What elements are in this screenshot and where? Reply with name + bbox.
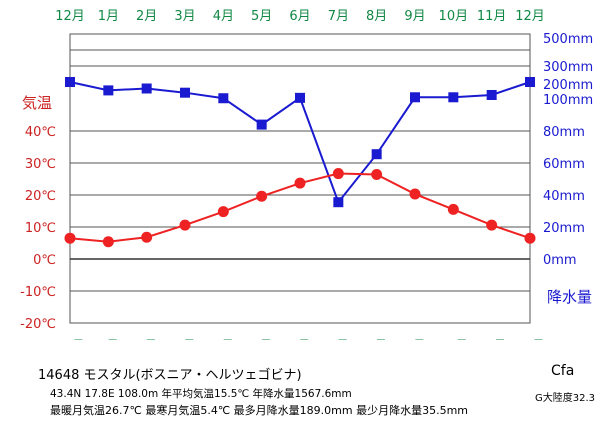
temperature-point bbox=[102, 236, 114, 248]
climate-class: Cfa bbox=[551, 363, 575, 379]
temperature-point bbox=[64, 232, 76, 244]
temperature-tick-label: -20℃ bbox=[20, 317, 56, 332]
precipitation-point bbox=[371, 149, 382, 160]
precipitation-point bbox=[333, 197, 344, 208]
month-label-bottom: 8月 bbox=[366, 339, 387, 340]
month-label-bottom: 9月 bbox=[404, 339, 425, 340]
precipitation-point bbox=[180, 87, 190, 98]
precipitation-point bbox=[525, 77, 535, 87]
month-label-bottom: 11月 bbox=[477, 339, 507, 340]
precipitation-tick-label: 60mm bbox=[543, 157, 585, 172]
temperature-point bbox=[256, 190, 268, 202]
station-detail-1: 43.4N 17.8E 108.0m 年平均気温15.5℃ 年降水量1567.6… bbox=[50, 388, 352, 400]
temperature-tick-label: -10℃ bbox=[20, 285, 56, 300]
temperature-point bbox=[294, 177, 306, 189]
month-label-bottom: 5月 bbox=[251, 339, 272, 340]
month-label-bottom: 12月 bbox=[515, 339, 545, 340]
precipitation-point bbox=[448, 92, 459, 103]
month-label-top: 2月 bbox=[136, 9, 157, 24]
precipitation-tick-label: 40mm bbox=[543, 189, 585, 204]
month-label-bottom: 3月 bbox=[174, 339, 195, 340]
month-labels-top: 12月 1月 2月 3月 4月 5月 6月 7月 8月 9月 10月 11月 12月 bbox=[55, 9, 545, 24]
month-label-top: 11月 bbox=[477, 9, 507, 24]
month-label-bottom: 2月 bbox=[136, 339, 157, 340]
temperature-tick-label: 0℃ bbox=[33, 253, 56, 268]
temperature-point bbox=[524, 232, 536, 244]
month-label-top: 7月 bbox=[328, 9, 349, 24]
month-label-bottom: 6月 bbox=[289, 339, 310, 340]
precipitation-series bbox=[65, 77, 535, 208]
month-label-top: 5月 bbox=[251, 9, 272, 24]
month-label-top: 3月 bbox=[174, 9, 195, 24]
temperature-point bbox=[217, 206, 229, 218]
temperature-tick-label: 10℃ bbox=[25, 221, 56, 236]
precipitation-tick-label: 300mm bbox=[543, 60, 593, 75]
temperature-point bbox=[409, 188, 421, 200]
station-title: 14648 モスタル(ボスニア・ヘルツェゴビナ) bbox=[38, 368, 302, 383]
temperature-tick-label: 30℃ bbox=[25, 157, 56, 172]
month-label-bottom: 1月 bbox=[98, 339, 119, 340]
precipitation-tick-label: 100mm bbox=[543, 93, 593, 108]
temperature-point bbox=[332, 168, 344, 180]
month-label-top: 12月 bbox=[515, 9, 545, 24]
temperature-tick-label: 40℃ bbox=[25, 125, 56, 140]
temperature-tick-label: 20℃ bbox=[25, 189, 56, 204]
chart-grid bbox=[69, 33, 531, 324]
precipitation-tick-label: 500mm bbox=[543, 32, 593, 47]
precipitation-point bbox=[103, 85, 114, 96]
temperature-point bbox=[371, 169, 383, 181]
continentality-index: G大陸度32.3 bbox=[535, 393, 596, 404]
precipitation-point bbox=[410, 92, 420, 103]
climate-chart: 12月 1月 2月 3月 4月 5月 6月 7月 8月 9月 10月 11月 12月 12月 1月 2月 3月… bbox=[20, 9, 593, 340]
precipitation-tick-label: 200mm bbox=[543, 78, 593, 93]
temperature-axis-title: 気温 bbox=[22, 94, 52, 112]
month-label-top: 8月 bbox=[366, 9, 387, 24]
month-label-top: 9月 bbox=[404, 9, 425, 24]
precipitation-tick-label: 80mm bbox=[543, 125, 585, 140]
temperature-point bbox=[179, 219, 191, 231]
temperature-ticks: 40℃ 30℃ 20℃ 10℃ 0℃ -10℃ -20℃ bbox=[20, 125, 56, 332]
precipitation-tick-label: 20mm bbox=[543, 221, 585, 236]
month-label-top: 6月 bbox=[289, 9, 310, 24]
month-label-top: 12月 bbox=[55, 9, 85, 24]
month-label-bottom: 12月 bbox=[55, 339, 85, 340]
precipitation-point bbox=[218, 93, 229, 104]
temperature-point bbox=[486, 219, 498, 231]
month-label-bottom: 7月 bbox=[328, 339, 349, 340]
month-label-top: 10月 bbox=[439, 9, 469, 24]
precipitation-tick-label: 0mm bbox=[543, 253, 577, 268]
precipitation-point bbox=[141, 83, 152, 94]
precipitation-point bbox=[256, 119, 267, 130]
month-label-bottom: 10月 bbox=[439, 339, 469, 340]
month-label-top: 1月 bbox=[98, 9, 119, 24]
month-label-top: 4月 bbox=[213, 9, 234, 24]
precipitation-point bbox=[486, 89, 497, 100]
precipitation-point bbox=[295, 92, 305, 103]
temperature-point bbox=[141, 231, 153, 243]
precipitation-point bbox=[65, 77, 75, 87]
month-labels-bottom: 12月 1月 2月 3月 4月 5月 6月 7月 8月 9月 10月 11月 12月 bbox=[55, 339, 545, 340]
precipitation-axis-title: 降水量 bbox=[547, 288, 592, 306]
temperature-point bbox=[447, 203, 459, 215]
temperature-series bbox=[64, 168, 536, 248]
month-label-bottom: 4月 bbox=[213, 339, 234, 340]
station-detail-2: 最暖月気温26.7℃ 最寒月気温5.4℃ 最多月降水量189.0mm 最少月降水… bbox=[50, 404, 469, 417]
